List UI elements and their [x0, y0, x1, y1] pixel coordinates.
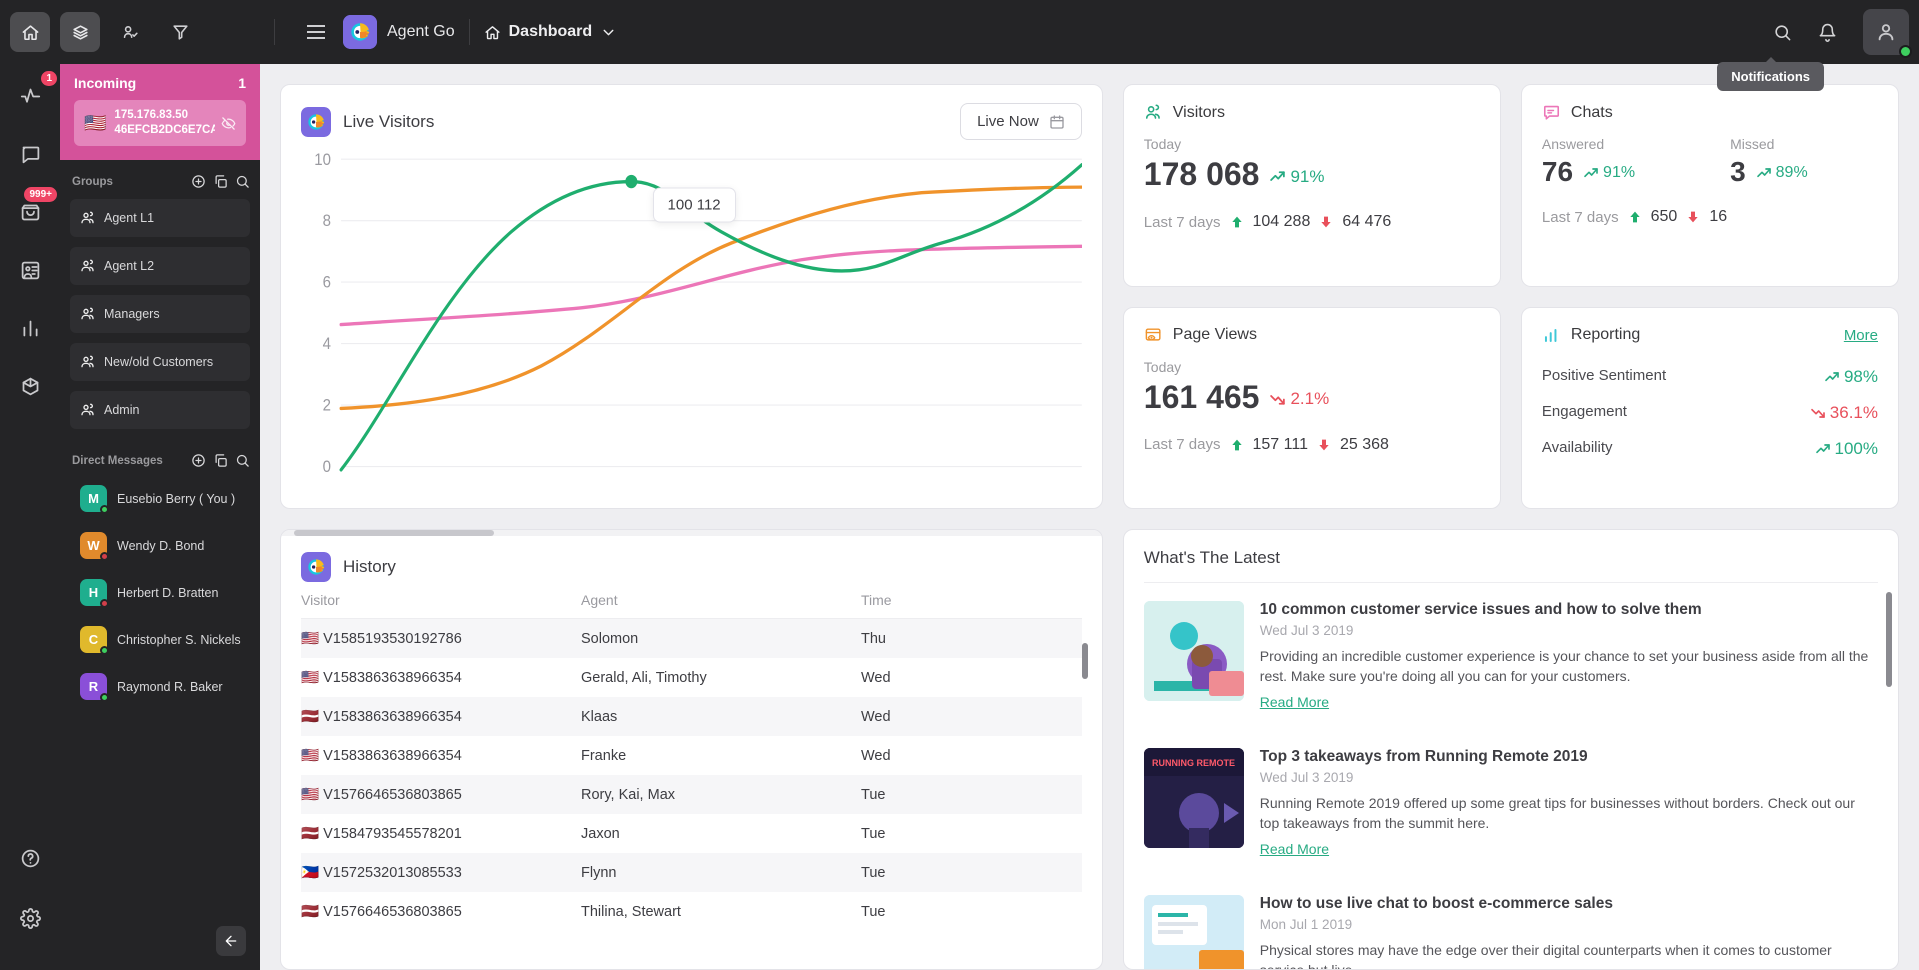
svg-text:8: 8 [323, 213, 331, 231]
svg-text:6: 6 [323, 274, 331, 292]
svg-text:4: 4 [323, 335, 331, 353]
svg-text:RUNNING REMOTE: RUNNING REMOTE [1152, 758, 1235, 768]
svg-text:10: 10 [314, 151, 331, 169]
svg-text:2: 2 [323, 397, 331, 415]
svg-text:0: 0 [323, 458, 331, 476]
